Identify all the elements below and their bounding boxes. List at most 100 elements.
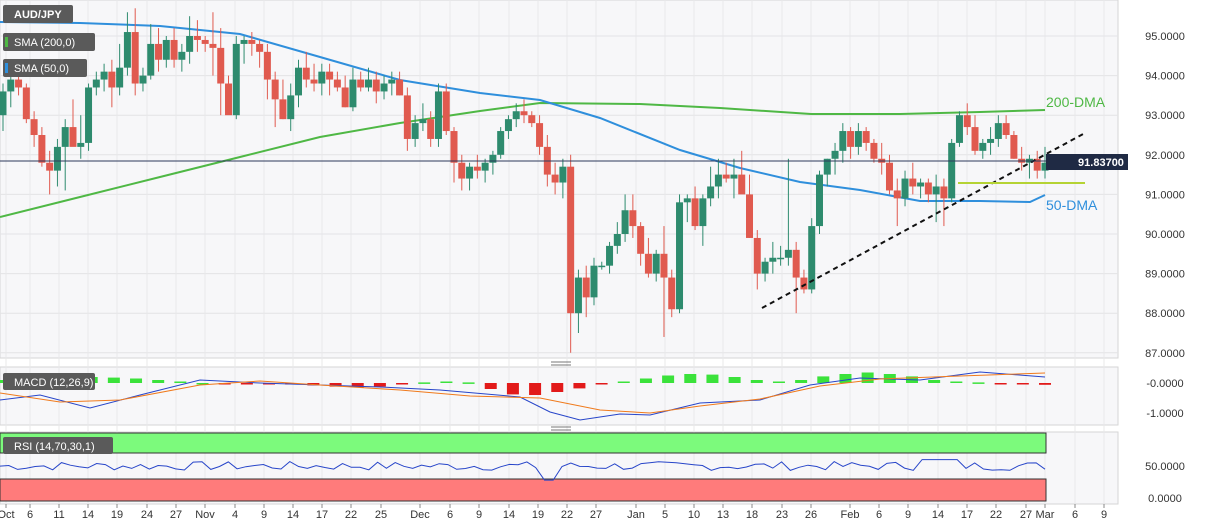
candle-body (862, 131, 870, 143)
candle-body (116, 67, 124, 88)
macd-tick-label: -1.0000 (1146, 408, 1183, 420)
time-tick-label: 4 (232, 509, 238, 521)
candle-body (15, 79, 23, 88)
candle-body (668, 277, 676, 310)
macd-histogram-bar (130, 378, 143, 383)
macd-histogram-bar (1016, 383, 1029, 385)
time-tick-label: 11 (53, 509, 64, 521)
trendline (761, 132, 1086, 309)
time-tick-label: 23 (776, 509, 788, 521)
macd-histogram-bar (639, 378, 652, 383)
candle-body (279, 99, 287, 120)
y-axis: 95.0000 94.0000 93.0000 92.0000 91.0000 90.00… (1145, 31, 1185, 360)
macd-histogram-bar (595, 383, 608, 385)
candle-body (310, 79, 318, 84)
candle-body (815, 174, 823, 227)
time-tick-label: 6 (876, 509, 882, 521)
candle-body (948, 142, 956, 199)
candle-body (847, 131, 855, 147)
candle-body (318, 71, 326, 84)
candle-body (940, 186, 948, 199)
time-tick-label: 9 (1101, 509, 1107, 521)
instrument-badge[interactable] (3, 5, 73, 23)
candle-body (784, 249, 792, 258)
candle-body (753, 237, 761, 274)
macd-histogram-bar (396, 383, 409, 385)
candle-body (870, 142, 878, 159)
candle-body (536, 123, 544, 147)
macd-histogram-bar (551, 383, 564, 392)
time-tick-label: 17 (961, 509, 973, 521)
macd-badge[interactable] (3, 373, 95, 390)
macd-histogram-bar (817, 376, 830, 383)
macd-histogram-bar (462, 382, 475, 384)
candle-body (598, 265, 606, 268)
time-tick-label: 27 (170, 509, 182, 521)
candle-body (100, 71, 108, 80)
price-tick-label: 89.0000 (1145, 269, 1185, 281)
candle-body (582, 277, 590, 298)
candle-body (637, 226, 645, 254)
macd-tick-label: -0.0000 (1146, 378, 1183, 390)
annotation-50dma: 50-DMA (1046, 197, 1098, 213)
price-tick-label: 92.0000 (1145, 150, 1185, 162)
macd-histogram-bar (994, 383, 1007, 385)
macd-histogram-bar (950, 381, 963, 383)
instrument-label: AUD/JPY (14, 9, 62, 21)
candle-body (61, 127, 69, 147)
candle-body (232, 43, 240, 116)
candle-body (333, 79, 341, 88)
candle-body (512, 111, 520, 120)
candle-body (644, 253, 652, 274)
time-tick-label: 22 (561, 509, 573, 521)
candle-body (777, 257, 785, 260)
candle-body (326, 71, 334, 80)
candle-body (901, 178, 909, 199)
time-tick-label: 9 (476, 509, 482, 521)
time-tick-label: Oct (0, 509, 15, 521)
candle-body (854, 131, 862, 147)
candle-body (178, 51, 186, 60)
sma200-swatch (5, 37, 8, 47)
candle-body (147, 43, 155, 76)
time-tick-label: 24 (141, 509, 153, 521)
price-tick-label: 95.0000 (1145, 31, 1185, 43)
macd-histogram-bar (684, 374, 697, 383)
rsi-tick-label: 50.0000 (1145, 461, 1185, 473)
candle-body (131, 32, 139, 84)
macd-histogram-bar (1039, 383, 1051, 385)
candle-body (162, 39, 170, 60)
main-panel (0, 0, 1119, 359)
candle-body (551, 174, 559, 183)
candle-body (722, 174, 730, 179)
sma200-badge[interactable] (3, 33, 95, 51)
candle-body (800, 277, 808, 290)
panel-resize-handle-2[interactable] (551, 426, 571, 431)
candle-body (979, 142, 987, 151)
time-tick-label: 22 (345, 509, 357, 521)
candle-body (287, 95, 295, 120)
gridlines (0, 0, 1118, 504)
candle-body (380, 83, 388, 92)
sma50-badge[interactable] (3, 59, 87, 77)
candle-body (349, 79, 357, 108)
candle-body (769, 257, 777, 262)
price-tick-label: 90.0000 (1145, 229, 1185, 241)
candle-body (652, 253, 660, 274)
rsi-oversold-zone (0, 478, 1047, 502)
last-price-label: 91.83700 (1078, 157, 1124, 169)
candle-body (108, 71, 116, 88)
sma200-line-group (0, 101, 1046, 218)
candle-body (699, 198, 707, 227)
candle-body (761, 261, 769, 274)
candle-body (497, 131, 505, 155)
candle-body (7, 79, 15, 92)
rsi-badge[interactable] (3, 437, 113, 454)
time-tick-label: 27 (1020, 509, 1032, 521)
candle-body (1033, 158, 1041, 171)
candle-body (971, 127, 979, 151)
rsi-group: 50.0000 0.0000 (0, 459, 1185, 505)
panel-resize-handle-1[interactable] (551, 361, 571, 366)
time-tick-label: 26 (805, 509, 817, 521)
candle-body (209, 43, 217, 48)
